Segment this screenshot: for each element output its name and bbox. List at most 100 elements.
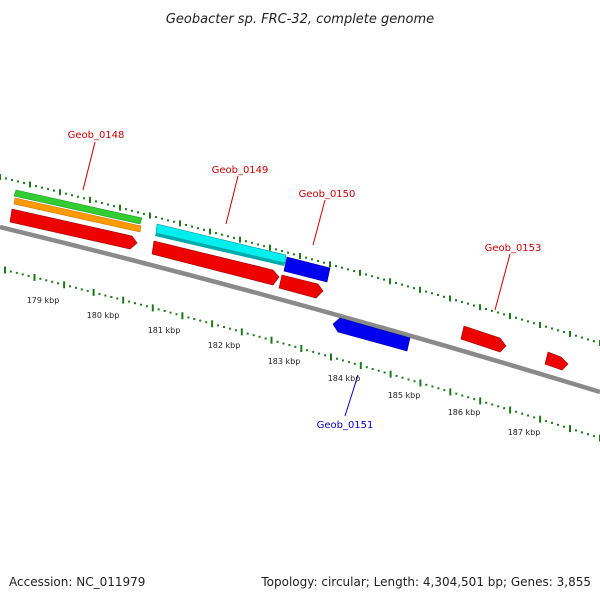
- minor-tick: [461, 301, 463, 303]
- minor-tick: [467, 302, 469, 305]
- gene-label-geob-0149[interactable]: Geob_0149: [212, 165, 269, 176]
- minor-tick: [288, 344, 291, 347]
- minor-tick: [167, 219, 169, 222]
- major-tick: [92, 288, 95, 296]
- minor-tick: [74, 286, 77, 289]
- gene-label-geob-0148[interactable]: Geob_0148: [68, 130, 125, 141]
- minor-tick: [311, 258, 313, 261]
- major-tick: [240, 328, 243, 336]
- major-tick: [270, 336, 273, 344]
- minor-tick: [155, 216, 157, 219]
- gene-label-geob-0151[interactable]: Geob_0151: [317, 420, 374, 431]
- minor-tick: [161, 217, 163, 220]
- minor-tick: [227, 235, 229, 238]
- minor-tick: [563, 425, 565, 428]
- minor-tick: [234, 329, 237, 332]
- minor-tick: [71, 194, 73, 197]
- minor-tick: [233, 236, 235, 239]
- major-tick: [479, 304, 481, 311]
- minor-tick: [157, 308, 160, 311]
- minor-tick: [251, 241, 253, 244]
- major-tick: [330, 353, 332, 361]
- minor-tick: [131, 209, 133, 212]
- minor-tick: [515, 316, 517, 319]
- minor-tick: [587, 433, 589, 436]
- minor-tick: [491, 403, 494, 406]
- minor-tick: [377, 276, 379, 279]
- minor-tick: [264, 337, 267, 340]
- minor-tick: [551, 327, 553, 330]
- major-tick: [151, 304, 154, 312]
- minor-tick: [527, 320, 529, 323]
- gene-label-geob-0153[interactable]: Geob_0153: [485, 243, 542, 254]
- leader-line-geob-0149: [225, 175, 239, 225]
- minor-tick: [45, 279, 48, 282]
- minor-tick: [503, 313, 505, 316]
- major-tick: [122, 296, 125, 304]
- minor-tick: [27, 274, 30, 277]
- minor-tick: [324, 354, 327, 357]
- minor-tick: [252, 334, 255, 337]
- minor-tick: [41, 186, 43, 189]
- major-tick: [33, 273, 36, 281]
- minor-tick: [228, 327, 231, 330]
- minor-tick: [83, 197, 85, 200]
- minor-tick: [437, 294, 439, 296]
- outer-tick-track: [0, 174, 600, 346]
- minor-tick: [365, 366, 368, 369]
- topology-text: Topology: circular; Length: 4,304,501 bp…: [260, 575, 591, 589]
- minor-tick: [5, 177, 7, 180]
- minor-tick: [407, 285, 409, 288]
- gene-label-geob-0150[interactable]: Geob_0150: [299, 189, 356, 200]
- minor-tick: [9, 270, 12, 273]
- scale-label: 186 kbp: [448, 408, 481, 417]
- minor-tick: [431, 385, 434, 388]
- minor-tick: [98, 292, 101, 295]
- leader-line-geob-0153: [494, 253, 511, 311]
- minor-tick: [593, 340, 595, 343]
- minor-tick: [187, 316, 190, 319]
- minor-tick: [215, 232, 217, 235]
- minor-tick: [193, 318, 196, 320]
- feature-orange-bar: [13, 197, 142, 233]
- minor-tick: [21, 273, 24, 276]
- minor-tick: [407, 378, 410, 381]
- major-tick: [59, 189, 61, 196]
- minor-tick: [545, 420, 547, 423]
- major-tick: [389, 370, 392, 378]
- minor-tick: [575, 334, 577, 337]
- minor-tick: [353, 270, 355, 273]
- minor-tick: [575, 429, 577, 432]
- major-tick: [211, 320, 214, 328]
- minor-tick: [140, 303, 142, 306]
- scale-labels: 179 kbp 180 kbp 181 kbp 182 kbp 183 kbp …: [27, 296, 541, 437]
- minor-tick: [371, 368, 374, 370]
- minor-tick: [485, 308, 487, 310]
- scale-label: 184 kbp: [328, 374, 361, 383]
- minor-tick: [163, 310, 166, 312]
- major-tick: [509, 406, 512, 414]
- minor-tick: [383, 278, 385, 281]
- scale-label: 185 kbp: [388, 391, 421, 400]
- minor-tick: [455, 299, 457, 302]
- feature-blue-arrow-reverse: [332, 317, 411, 352]
- minor-tick: [246, 332, 249, 335]
- minor-tick: [377, 369, 380, 372]
- minor-tick: [347, 361, 350, 364]
- minor-tick: [86, 289, 89, 292]
- minor-tick: [77, 195, 79, 198]
- scale-label: 180 kbp: [87, 311, 120, 320]
- minor-tick: [395, 374, 398, 377]
- minor-tick: [497, 405, 500, 408]
- major-tick: [209, 228, 211, 235]
- minor-tick: [557, 329, 559, 332]
- minor-tick: [317, 260, 319, 262]
- scale-label: 182 kbp: [208, 341, 241, 350]
- feature-blue-bar: [283, 256, 331, 283]
- minor-tick: [205, 321, 208, 324]
- minor-tick: [191, 225, 193, 228]
- major-tick: [300, 345, 303, 352]
- minor-tick: [51, 280, 54, 283]
- major-tick: [539, 415, 542, 423]
